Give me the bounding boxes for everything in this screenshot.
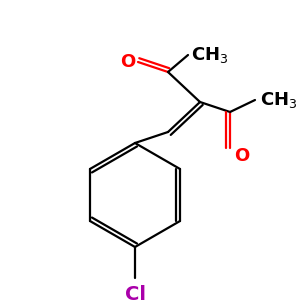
Text: O: O xyxy=(234,147,250,165)
Text: O: O xyxy=(120,53,136,71)
Text: Cl: Cl xyxy=(124,284,146,300)
Text: CH$_3$: CH$_3$ xyxy=(260,90,298,110)
Text: CH$_3$: CH$_3$ xyxy=(191,45,229,65)
